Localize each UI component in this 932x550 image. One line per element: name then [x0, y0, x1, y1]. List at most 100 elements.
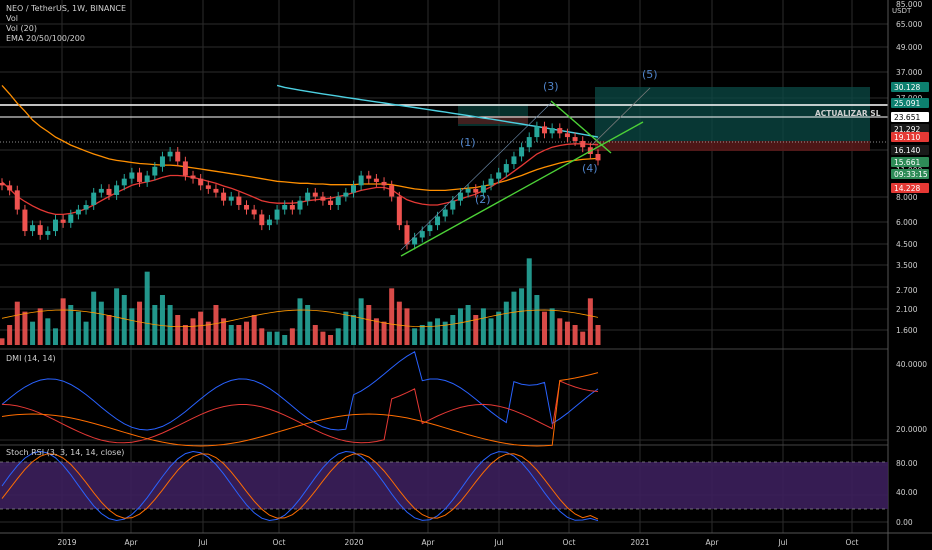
candle-body	[159, 156, 165, 167]
volume-bar	[549, 308, 555, 345]
volume-bar	[488, 318, 494, 345]
volume-bar	[182, 325, 188, 345]
stoch-tick-0: 0.00	[896, 518, 913, 527]
volume-bar	[595, 325, 601, 345]
candle-body	[91, 192, 97, 205]
profit-zone	[595, 87, 870, 141]
candle-body	[503, 164, 509, 173]
price-tick: 85.000	[896, 0, 922, 9]
candle-body	[190, 175, 196, 179]
wave-label-1: (1)	[460, 136, 476, 149]
volume-bar	[312, 325, 318, 345]
candle-body	[396, 196, 402, 226]
candle-body	[496, 172, 502, 179]
candle-body	[488, 178, 494, 186]
svg-text:23.651: 23.651	[894, 113, 920, 122]
candle-body	[534, 126, 540, 138]
volume-bar	[519, 288, 525, 345]
volume-bar	[205, 321, 211, 345]
stop-zone	[595, 141, 870, 151]
volume-bar	[159, 295, 165, 345]
candle-body	[320, 196, 326, 201]
volume-bar	[457, 308, 463, 345]
candle-body	[213, 188, 219, 193]
candle-body	[289, 204, 295, 210]
price-tag: 14.228	[891, 183, 929, 193]
price-tag: 23.651	[891, 112, 929, 122]
price-tick: 8.000	[896, 193, 918, 202]
price-tick: 3.500	[896, 261, 918, 270]
candle-body	[259, 214, 265, 226]
volume-bar	[350, 315, 356, 345]
volume-bar	[60, 298, 66, 345]
candles	[0, 121, 601, 250]
price-tag: 16.140	[891, 145, 929, 155]
price-tick: 4.500	[896, 240, 918, 249]
volume-bar	[91, 291, 97, 345]
candle-body	[244, 204, 250, 210]
time-tick: Oct	[273, 538, 286, 547]
price-axis: 85.00065.00049.00037.00027.00021.29216.1…	[896, 0, 922, 335]
candle-body	[595, 154, 601, 161]
volume-bar	[190, 318, 196, 345]
candle-body	[30, 225, 36, 232]
currency-label: USDT	[892, 7, 912, 15]
volume-bar	[22, 311, 28, 345]
candle-body	[480, 185, 486, 193]
candle-body	[343, 192, 349, 197]
candle-body	[542, 126, 548, 134]
volume-bar	[266, 331, 272, 345]
volume-bar	[68, 305, 74, 345]
candle-body	[366, 175, 372, 179]
volume-bar	[412, 328, 418, 345]
candle-body	[251, 209, 257, 215]
volume-bar	[373, 318, 379, 345]
candle-body	[236, 196, 242, 205]
volume-bar	[114, 288, 120, 345]
price-tag: 19.110	[891, 132, 929, 142]
volume-bar	[282, 335, 288, 345]
dmi-tick-20: 20.0000	[896, 425, 927, 434]
stoch-k-line	[1, 450, 599, 522]
volume-bar	[52, 328, 58, 345]
candle-body	[335, 196, 341, 205]
time-tick: Apr	[125, 538, 139, 547]
volume-bar	[396, 301, 402, 345]
candle-body	[60, 219, 66, 223]
candle-body	[152, 166, 158, 176]
price-tag: 09:33:15	[891, 169, 929, 179]
volume-bar	[0, 338, 5, 345]
volume-bar	[228, 325, 234, 345]
legend-vol20: Vol (20)	[6, 24, 37, 33]
svg-text:15.661: 15.661	[894, 158, 920, 167]
svg-text:16.140: 16.140	[894, 146, 920, 155]
candle-body	[205, 185, 211, 189]
price-tick: 65.000	[896, 20, 922, 29]
candle-body	[549, 128, 555, 134]
candle-body	[266, 219, 272, 226]
volume-bar	[442, 321, 448, 345]
candle-body	[350, 185, 356, 193]
price-tag: 15.661	[891, 157, 929, 167]
candle-body	[297, 200, 303, 210]
candle-body	[564, 133, 570, 138]
volume-bar	[404, 308, 410, 345]
candle-body	[328, 200, 334, 205]
volume-bar	[366, 305, 372, 345]
volume-bar	[137, 301, 143, 345]
volume-bar	[534, 295, 540, 345]
candle-body	[106, 188, 112, 195]
stoch-band	[0, 462, 888, 509]
candle-body	[580, 140, 586, 148]
candle-body	[572, 137, 578, 141]
price-tick: 37.000	[896, 68, 922, 77]
candle-body	[381, 181, 387, 186]
price-tag: 25.091	[891, 98, 929, 108]
volume-bar	[30, 321, 36, 345]
wave-label-5: (5)	[642, 68, 658, 81]
candle-body	[0, 182, 5, 186]
candle-body	[14, 190, 20, 210]
volume-bar	[335, 328, 341, 345]
